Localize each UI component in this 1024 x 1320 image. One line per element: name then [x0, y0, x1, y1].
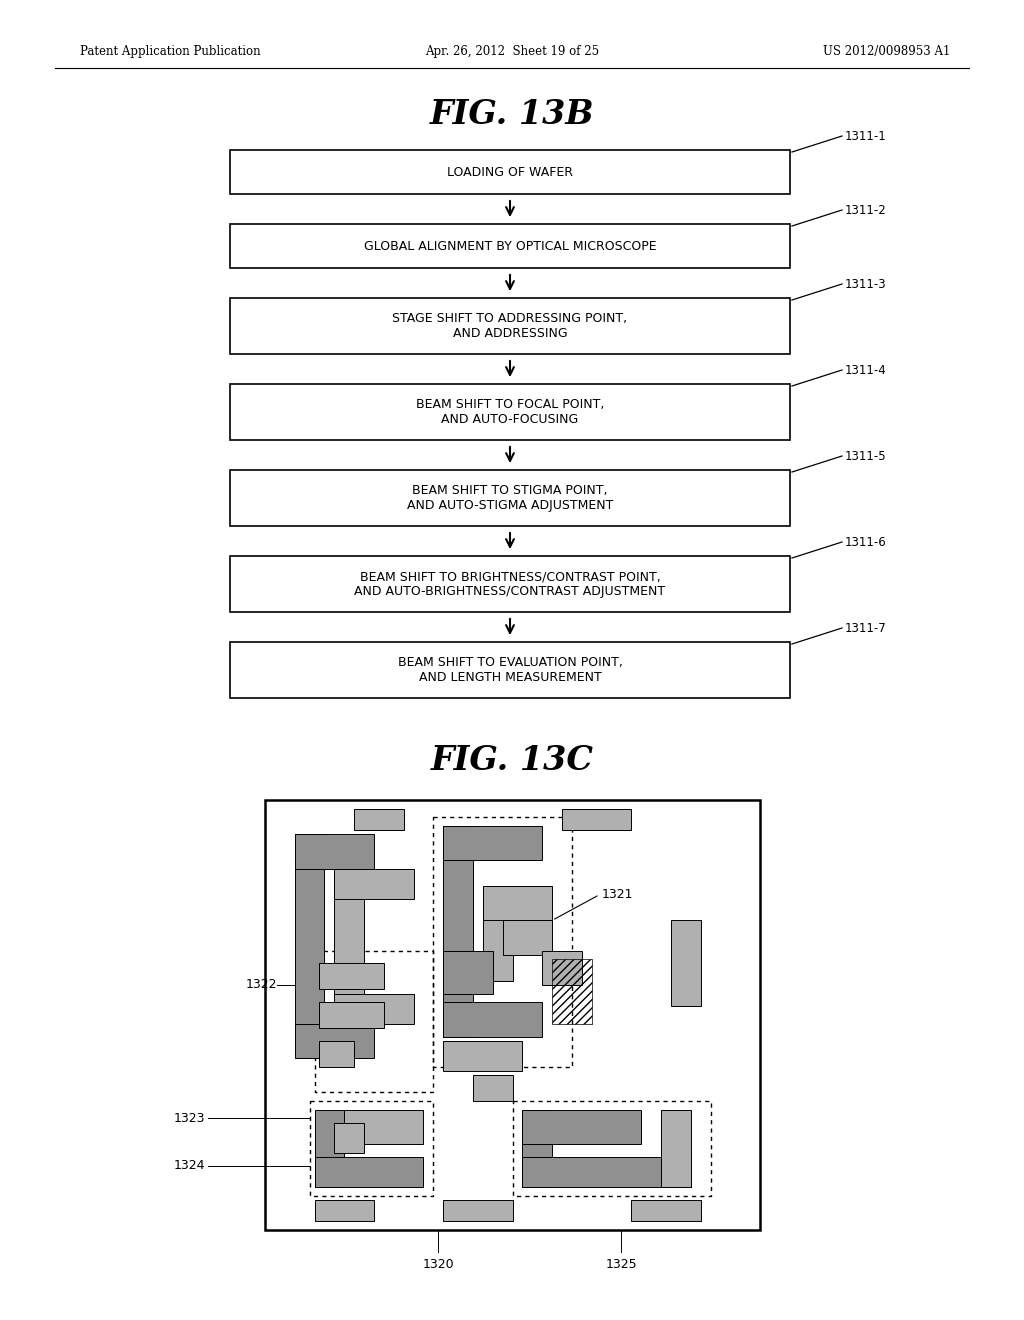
Bar [443, 950, 493, 994]
Bar [443, 826, 542, 861]
Bar [230, 224, 790, 268]
Bar [265, 800, 760, 1230]
Bar [344, 1110, 423, 1144]
Bar [334, 1122, 364, 1152]
Text: 1311-3: 1311-3 [845, 277, 887, 290]
Text: BEAM SHIFT TO BRIGHTNESS/CONTRAST POINT,
AND AUTO-BRIGHTNESS/CONTRAST ADJUSTMENT: BEAM SHIFT TO BRIGHTNESS/CONTRAST POINT,… [354, 570, 666, 598]
Text: 1311-4: 1311-4 [845, 363, 887, 376]
Bar [632, 1200, 700, 1221]
Bar [295, 834, 374, 869]
Text: BEAM SHIFT TO EVALUATION POINT,
AND LENGTH MEASUREMENT: BEAM SHIFT TO EVALUATION POINT, AND LENG… [397, 656, 623, 684]
Bar [482, 886, 512, 981]
Bar [443, 1200, 512, 1221]
Text: 1311-5: 1311-5 [845, 450, 887, 462]
Bar [503, 920, 552, 954]
Text: FIG. 13B: FIG. 13B [430, 99, 594, 132]
Text: BEAM SHIFT TO STIGMA POINT,
AND AUTO-STIGMA ADJUSTMENT: BEAM SHIFT TO STIGMA POINT, AND AUTO-STI… [407, 484, 613, 512]
Bar [512, 1101, 711, 1196]
Text: 1325: 1325 [605, 1258, 637, 1271]
Text: STAGE SHIFT TO ADDRESSING POINT,
AND ADDRESSING: STAGE SHIFT TO ADDRESSING POINT, AND ADD… [392, 312, 628, 341]
Text: 1322: 1322 [246, 978, 276, 991]
Text: 1311-1: 1311-1 [845, 129, 887, 143]
Bar [314, 1200, 374, 1221]
Bar [443, 1002, 542, 1036]
Bar [671, 920, 700, 1006]
Text: LOADING OF WAFER: LOADING OF WAFER [447, 165, 573, 178]
Text: 1324: 1324 [174, 1159, 206, 1172]
Bar [295, 1023, 374, 1059]
Bar [334, 869, 364, 1023]
Bar [354, 809, 403, 830]
Bar [309, 1101, 433, 1196]
Text: Patent Application Publication: Patent Application Publication [80, 45, 261, 58]
Text: 1321: 1321 [602, 888, 633, 902]
Bar [522, 1110, 552, 1187]
Bar [230, 150, 790, 194]
Text: FIG. 13C: FIG. 13C [430, 743, 594, 776]
Bar [443, 826, 473, 1036]
Text: 1311-7: 1311-7 [845, 622, 887, 635]
Bar [230, 642, 790, 698]
Bar [522, 1156, 691, 1187]
Bar [433, 817, 571, 1067]
Bar [334, 869, 414, 899]
Text: BEAM SHIFT TO FOCAL POINT,
AND AUTO-FOCUSING: BEAM SHIFT TO FOCAL POINT, AND AUTO-FOCU… [416, 399, 604, 426]
Text: US 2012/0098953 A1: US 2012/0098953 A1 [822, 45, 950, 58]
Bar [230, 384, 790, 440]
Text: 1311-2: 1311-2 [845, 203, 887, 216]
Bar [562, 809, 632, 830]
Bar [319, 964, 384, 989]
Text: 1320: 1320 [423, 1258, 454, 1271]
Bar [473, 1076, 512, 1101]
Text: 1323: 1323 [174, 1111, 206, 1125]
Bar [230, 298, 790, 354]
Bar [314, 1156, 423, 1187]
Bar [482, 886, 552, 920]
Bar [230, 556, 790, 612]
Bar [314, 1110, 344, 1187]
Bar [295, 834, 325, 1059]
Text: GLOBAL ALIGNMENT BY OPTICAL MICROSCOPE: GLOBAL ALIGNMENT BY OPTICAL MICROSCOPE [364, 239, 656, 252]
Bar [314, 950, 433, 1093]
Bar [319, 1002, 384, 1028]
Bar [542, 950, 582, 985]
Bar [662, 1110, 691, 1187]
Bar [552, 960, 592, 1023]
Bar [334, 994, 414, 1023]
Text: Apr. 26, 2012  Sheet 19 of 25: Apr. 26, 2012 Sheet 19 of 25 [425, 45, 599, 58]
Bar [230, 470, 790, 525]
Bar [522, 1110, 641, 1144]
Bar [319, 1040, 354, 1067]
Bar [443, 1040, 522, 1071]
Text: 1311-6: 1311-6 [845, 536, 887, 549]
